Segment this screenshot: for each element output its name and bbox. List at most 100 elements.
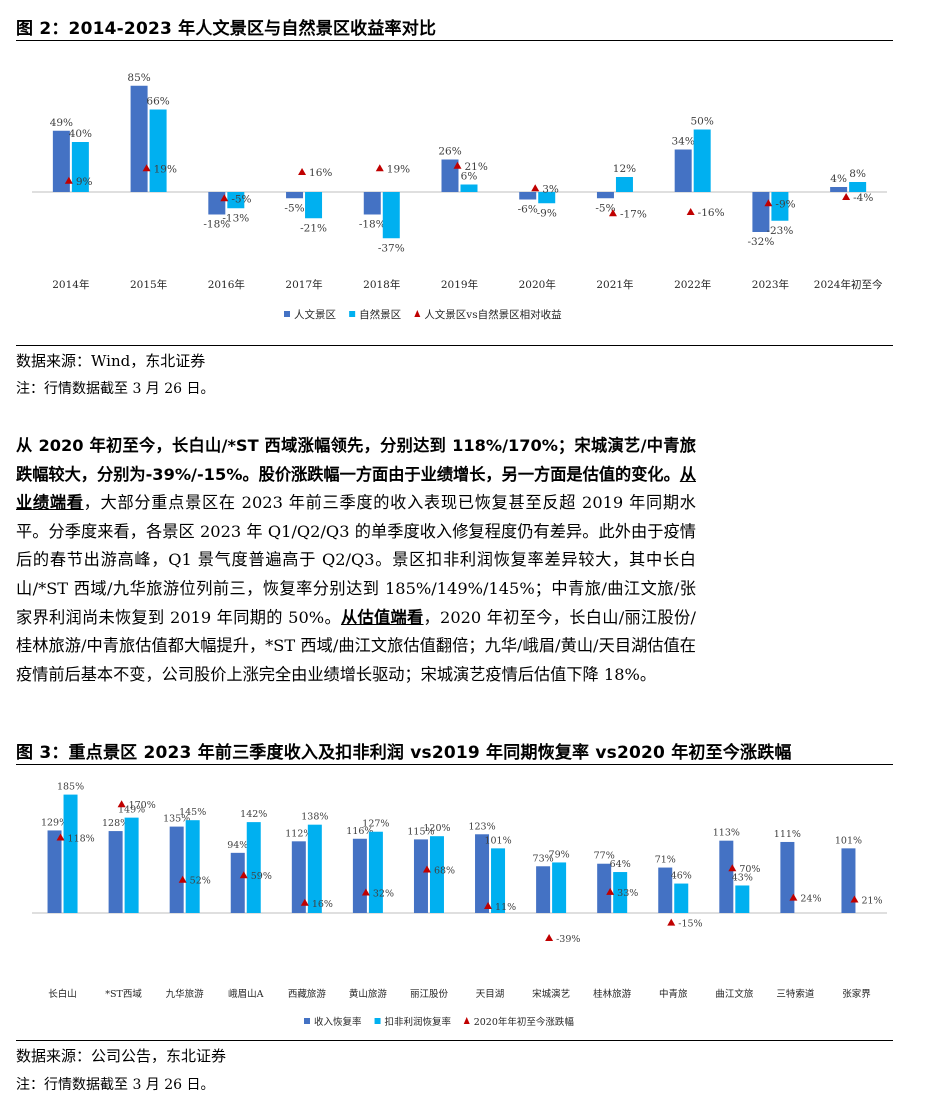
category-label: 三特索道 [776, 988, 815, 1000]
marker-value-label: 32% [373, 889, 394, 900]
bar-value-label: 128% [102, 818, 129, 829]
bar-value-label: 112% [285, 828, 312, 839]
figure2-chart: 49%40%9%2014年85%66%19%2015年-18%-13%-5%20… [32, 72, 887, 321]
category-label: 九华旅游 [166, 988, 205, 1000]
bar-a [52, 130, 70, 192]
marker-value-label: 11% [495, 902, 516, 913]
bar-b [615, 177, 633, 192]
relative-return-marker [142, 164, 151, 172]
bar-a [719, 840, 734, 913]
para-valuation-heading: 从估值端看 [340, 607, 424, 627]
bar-value-label: 85% [127, 72, 150, 84]
bar-value-label: 101% [484, 835, 511, 846]
category-label: 西藏旅游 [288, 988, 327, 1000]
bar-a [752, 192, 770, 232]
legend-swatch [349, 311, 356, 317]
bar-value-label: 135% [163, 814, 190, 825]
category-label: 2016年 [208, 278, 245, 291]
bar-value-label: 4% [830, 173, 847, 185]
bar-b [674, 883, 689, 913]
marker-value-label: 118% [68, 833, 95, 844]
bar-a [208, 192, 226, 215]
bar-value-label: 46% [671, 871, 692, 882]
category-label: 2014年 [52, 278, 89, 291]
marker-value-label: 3% [542, 183, 559, 195]
category-label: 丽江股份 [410, 988, 449, 1000]
bar-b [538, 192, 556, 204]
bar-a [352, 838, 367, 913]
para-earnings-text: ，大部分重点景区在 2023 年前三季度的收入表现已恢复甚至反超 2019 年同… [16, 493, 696, 627]
bar-a [286, 192, 304, 199]
figure3-source: 数据来源：公司公告，东北证券 [16, 1047, 227, 1065]
legend-label: 人文景区 [294, 308, 336, 321]
bar-b [63, 794, 78, 913]
bar-value-label: 43% [732, 872, 753, 883]
para-earnings-heading: 从业绩端看 [16, 464, 696, 513]
bar-value-label: 71% [655, 855, 676, 866]
relative-return-marker [117, 800, 126, 808]
category-label: 2022年 [674, 278, 711, 291]
relative-return-marker [667, 918, 676, 926]
marker-value-label: 21% [861, 896, 882, 907]
relative-return-marker [422, 865, 431, 873]
bar-value-label: 101% [835, 835, 862, 846]
category-label: 长白山 [48, 988, 77, 1000]
bar-value-label: 8% [849, 168, 866, 180]
bar-value-label: 127% [362, 819, 389, 830]
relative-return-marker [298, 168, 307, 175]
bar-value-label: 115% [407, 826, 434, 837]
category-label: 桂林旅游 [593, 988, 632, 1000]
figure2-title: 图 2：2014-2023 年人文景区与自然景区收益率对比 [16, 19, 437, 39]
relative-return-marker [686, 208, 695, 215]
marker-value-label: 24% [800, 894, 821, 905]
bar-value-label: 129% [41, 817, 68, 828]
bar-a [169, 826, 184, 913]
bar-a [780, 841, 795, 913]
bar-b [185, 820, 200, 913]
legend-marker [463, 1017, 470, 1024]
category-label: 2019年 [441, 278, 478, 291]
bar-value-label: -18% [359, 219, 386, 231]
relative-return-marker [850, 895, 859, 903]
relative-return-marker [56, 833, 65, 841]
category-label: 曲江文旅 [715, 988, 754, 1000]
bar-a [363, 192, 381, 215]
category-label: 2018年 [363, 278, 400, 291]
bar-value-label: -5% [284, 202, 304, 214]
bar-a [596, 192, 614, 199]
bar-a [536, 866, 551, 913]
bar-b [849, 182, 867, 192]
bar-a [658, 867, 673, 913]
para-sentence-bold: 从 2020 年初至今，长白山/*ST 西域涨幅领先，分别达到 118%/170… [16, 436, 696, 484]
bar-value-label: 138% [301, 812, 328, 823]
legend-label: 2020年年初至今涨跌幅 [474, 1016, 575, 1028]
marker-value-label: 19% [154, 163, 177, 175]
bar-value-label: 111% [774, 829, 801, 840]
bar-value-label: -13% [222, 212, 249, 224]
bar-b [307, 824, 322, 913]
legend-swatch [284, 311, 290, 317]
bar-a [597, 863, 612, 913]
bar-a [47, 830, 62, 913]
bar-value-label: 149% [118, 805, 145, 816]
bar-value-label: 73% [533, 853, 554, 864]
marker-value-label: 21% [465, 161, 488, 173]
bar-value-label: 123% [468, 821, 495, 832]
bar-a [130, 85, 148, 192]
bar-value-label: 142% [240, 809, 267, 820]
bar-b [552, 862, 567, 913]
bar-value-label: -5% [595, 202, 615, 214]
bar-b [149, 109, 167, 192]
bar-value-label: 185% [57, 782, 84, 793]
relative-return-marker [300, 898, 309, 906]
legend-label: 自然景区 [359, 308, 401, 321]
category-label: 2024年初至今 [814, 278, 883, 291]
figure2-top-rule [16, 40, 893, 41]
bar-b [368, 831, 383, 913]
bar-b [305, 192, 323, 219]
category-label: 2015年 [130, 278, 167, 291]
bar-value-label: 34% [672, 136, 695, 148]
bar-value-label: 64% [610, 859, 631, 870]
legend-swatch [304, 1018, 310, 1024]
body-paragraph: 从 2020 年初至今，长白山/*ST 西域涨幅领先，分别达到 118%/170… [16, 432, 696, 689]
